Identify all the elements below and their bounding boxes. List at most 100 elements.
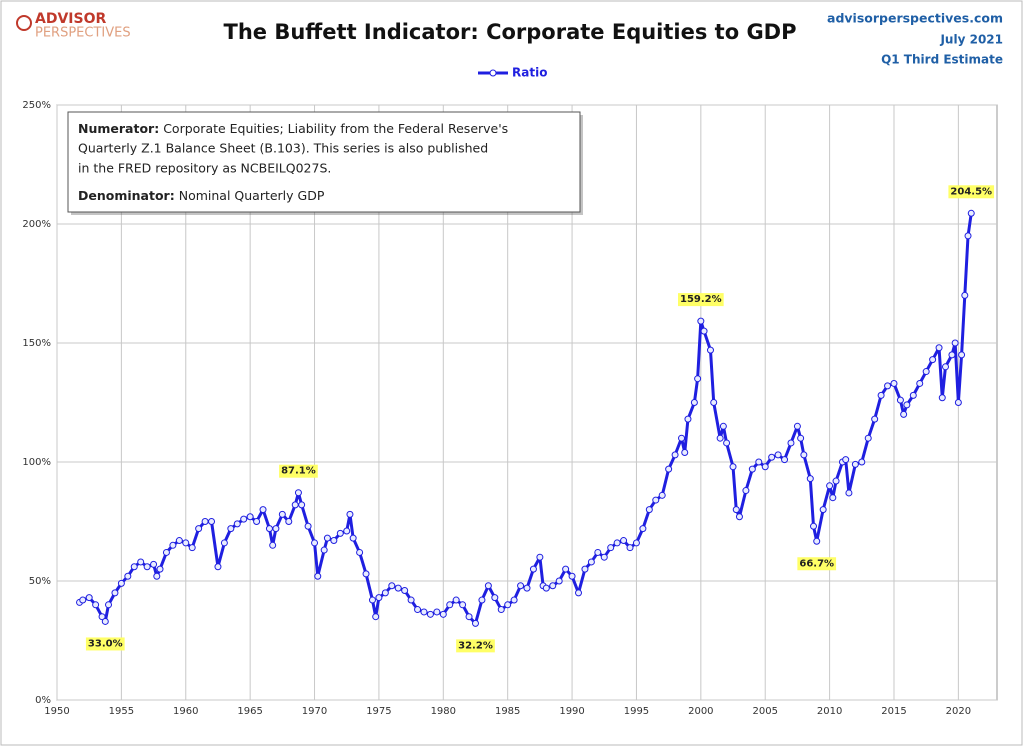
data-point [961,291,969,299]
data-point [278,510,286,518]
data-point [388,582,396,590]
data-point [896,396,904,404]
data-point [433,608,441,616]
source: advisorperspectives.com [827,11,1003,26]
legend-label: Ratio [512,66,547,80]
y-tick-label: 150% [22,338,51,349]
annotation-bg [797,557,837,571]
data-point [729,463,737,471]
data-point [864,434,872,442]
data-point [504,601,512,609]
annotation-bg [456,639,495,653]
data-point [323,534,331,542]
logo-top: ADVISOR [35,11,106,27]
data-point [665,465,673,473]
date: July 2021 [939,33,1003,47]
data-point [684,415,692,423]
data-point [774,451,782,459]
data-point [298,501,306,509]
data-point [858,458,866,466]
data-point [175,537,183,545]
data-point [903,401,911,409]
data-point [607,544,615,552]
data-point [130,563,138,571]
data-point [587,558,595,566]
data-point [294,489,302,497]
data-point [964,232,972,240]
data-point [372,613,380,621]
data-point [948,351,956,359]
note-line: in the FRED repository as NCBEILQ027S. [78,161,331,176]
legend: Ratio [478,66,547,80]
data-point [150,560,158,568]
data-point [826,482,834,490]
data-point [246,513,254,521]
annotation: 204.5% [950,186,992,197]
x-tick-label: 2000 [688,706,713,717]
data-point [797,434,805,442]
x-tick-label: 1985 [495,706,520,717]
plot: 33.0% 87.1% 32.2% 159.2% 66.7% 204.5% [76,185,995,653]
note-line: Quarterly Z.1 Balance Sheet (B.103). Thi… [78,141,488,156]
annotation: 87.1% [281,466,316,477]
data-point [845,489,853,497]
chart-title: The Buffett Indicator: Corporate Equitie… [224,20,797,44]
data-point [732,506,740,514]
annotation-bg [948,185,995,199]
x-tick-label: 1955 [109,706,134,717]
data-point [484,582,492,590]
annotation: 159.2% [680,294,722,305]
data-point [613,539,621,547]
data-point [446,601,454,609]
data-point [900,410,908,418]
data-point [706,346,714,354]
data-point [517,582,525,590]
data-point [719,422,727,430]
data-point [555,577,563,585]
data-point [253,518,261,525]
data-point [98,613,106,621]
data-point [214,563,222,571]
data-point [890,379,898,387]
data-point [265,525,273,533]
x-tick-label: 1970 [302,706,327,717]
data-point [871,415,879,423]
data-point [452,596,460,604]
data-point [639,525,647,533]
data-point [678,434,686,442]
data-point [941,363,949,371]
data-point [954,399,962,406]
data-point [620,537,628,545]
legend-marker [489,69,497,77]
data-point [401,587,409,595]
x-tick-label: 1960 [173,706,198,717]
annotation: 66.7% [799,558,834,569]
data-point [935,344,943,352]
data-point [710,399,718,406]
data-point [368,596,376,604]
data-point [877,391,885,399]
data-point [581,565,589,573]
data-point [79,596,87,604]
data-point [810,522,818,530]
data-point [259,506,267,514]
data-point [842,456,850,464]
data-point [851,460,859,468]
data-point [426,610,434,618]
data-point [735,513,743,521]
data-point [336,529,344,537]
data-point [491,594,499,602]
data-point [761,463,769,471]
data-point [439,610,447,618]
data-point [510,596,518,604]
data-point [356,548,364,556]
data-point [269,541,277,549]
note-text: Nominal Quarterly GDP [179,188,325,203]
x-tick-label: 2015 [881,706,906,717]
data-point [800,451,808,459]
data-point [536,553,544,561]
note-label: Numerator: [78,121,159,136]
x-tick-label: 1975 [366,706,391,717]
data-point [143,563,151,571]
data-point [291,501,299,509]
